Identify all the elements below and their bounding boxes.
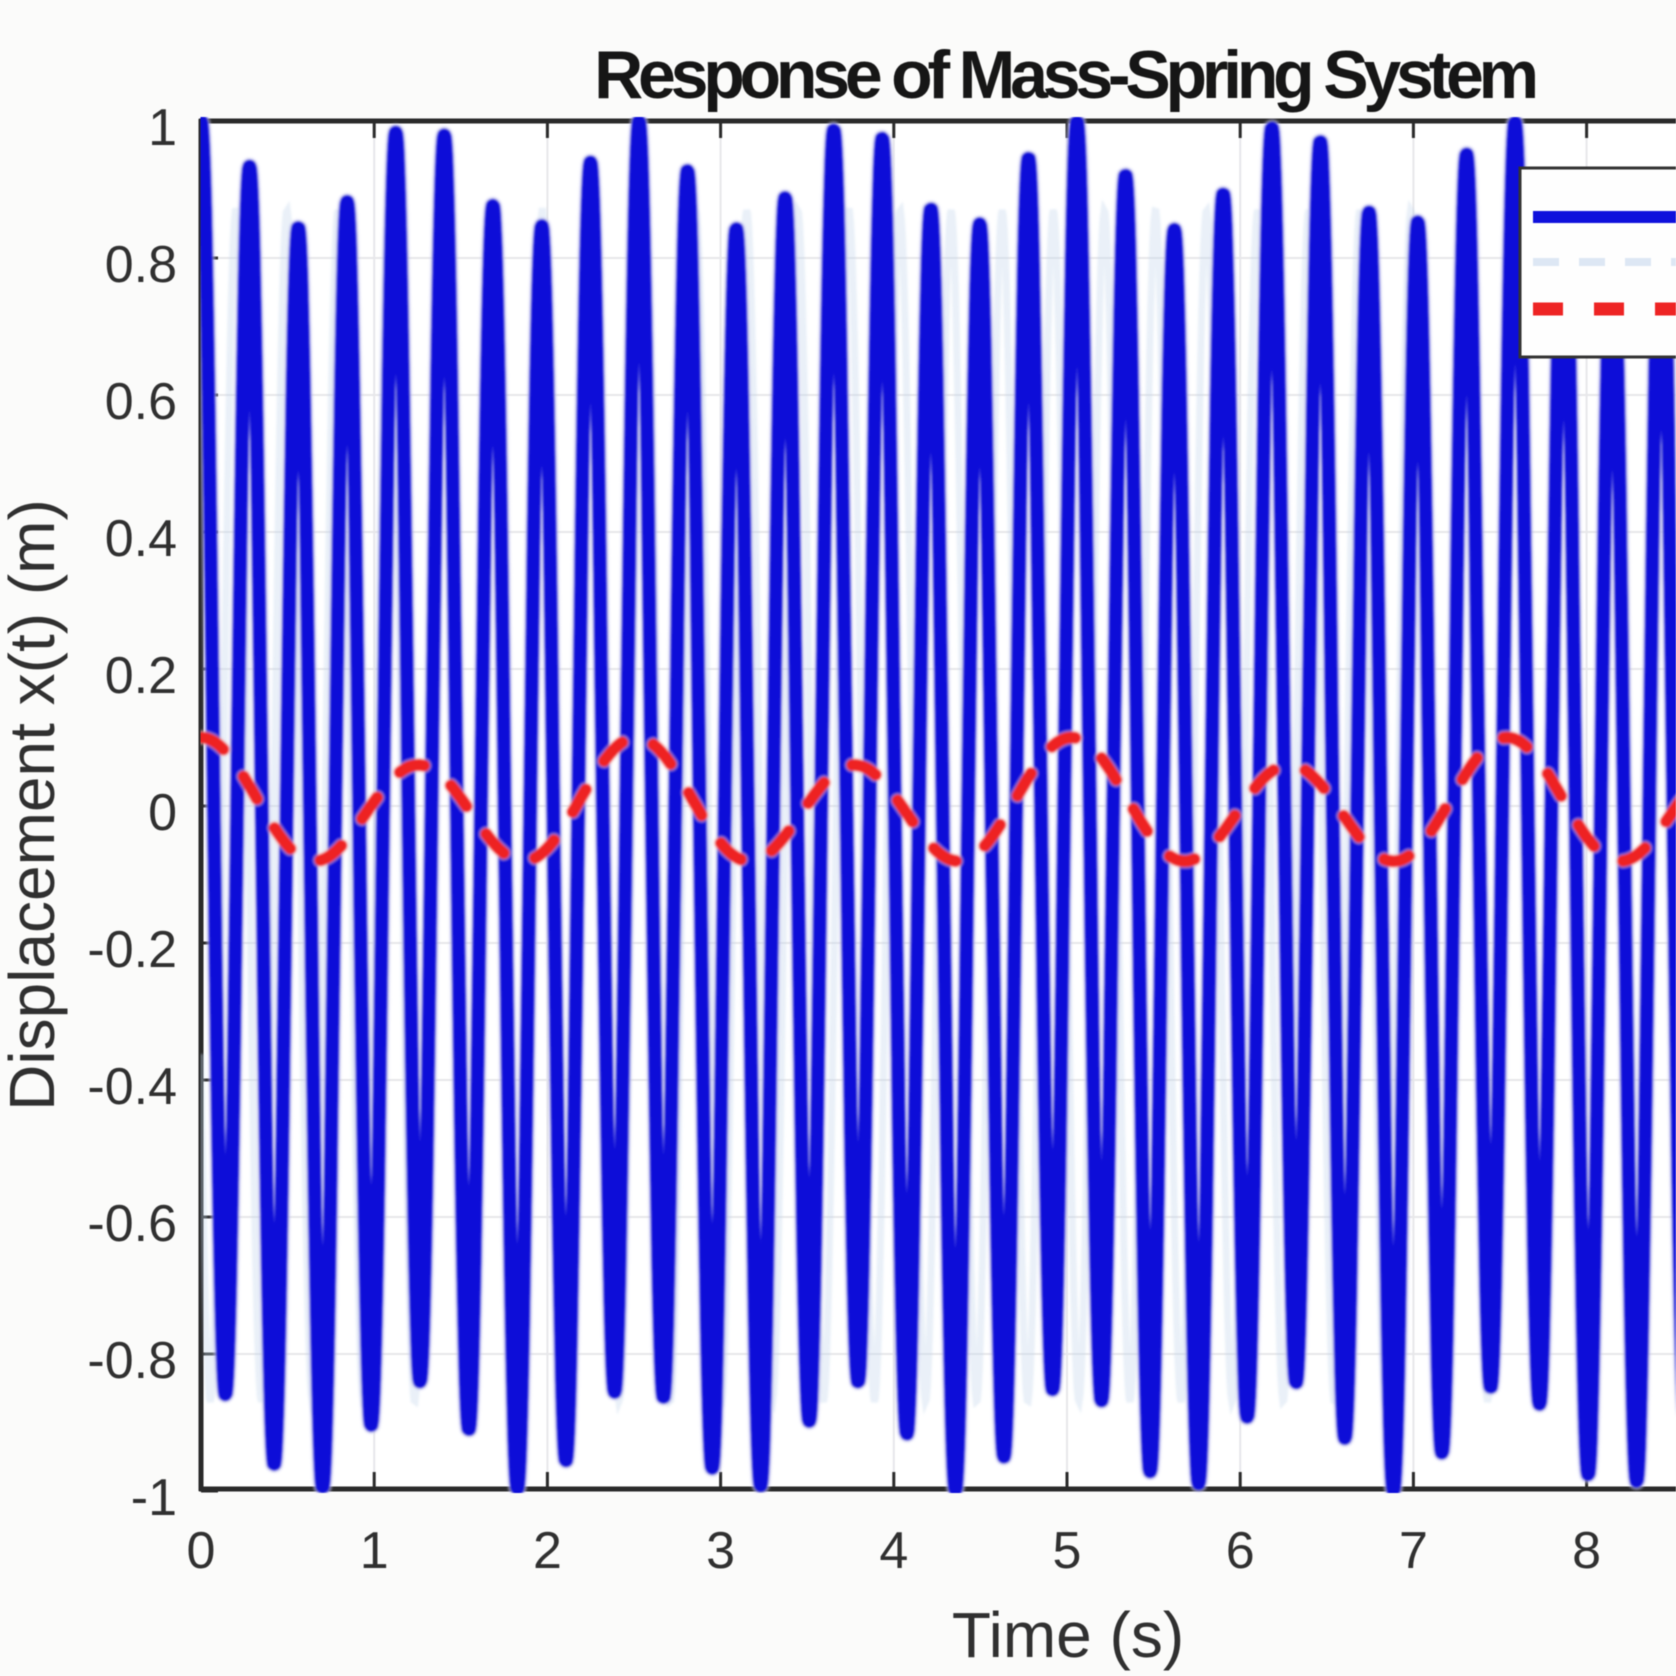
- svg-text:0: 0: [148, 784, 177, 842]
- svg-text:5: 5: [1053, 1522, 1082, 1580]
- svg-text:-0.2: -0.2: [87, 921, 177, 979]
- svg-text:0: 0: [187, 1522, 216, 1580]
- svg-text:1: 1: [148, 99, 177, 157]
- svg-text:3: 3: [706, 1522, 735, 1580]
- svg-text:-0.6: -0.6: [87, 1195, 177, 1253]
- svg-text:4: 4: [879, 1522, 908, 1580]
- svg-text:0.2: 0.2: [105, 647, 177, 705]
- svg-text:-0.8: -0.8: [87, 1332, 177, 1390]
- svg-text:2: 2: [533, 1522, 562, 1580]
- svg-text:7: 7: [1399, 1522, 1428, 1580]
- svg-text:8: 8: [1572, 1522, 1601, 1580]
- svg-text:Response of Mass-Spring System: Response of Mass-Spring System: [594, 37, 1536, 113]
- svg-text:-0.4: -0.4: [87, 1058, 177, 1116]
- svg-text:-1: -1: [131, 1469, 177, 1527]
- svg-text:0.8: 0.8: [105, 236, 177, 294]
- svg-text:Time (s): Time (s): [952, 1599, 1184, 1671]
- svg-text:0.4: 0.4: [105, 510, 177, 568]
- svg-text:0.6: 0.6: [105, 373, 177, 431]
- svg-text:Displacement x(t) (m): Displacement x(t) (m): [0, 499, 68, 1111]
- svg-text:6: 6: [1226, 1522, 1255, 1580]
- svg-text:1: 1: [360, 1522, 389, 1580]
